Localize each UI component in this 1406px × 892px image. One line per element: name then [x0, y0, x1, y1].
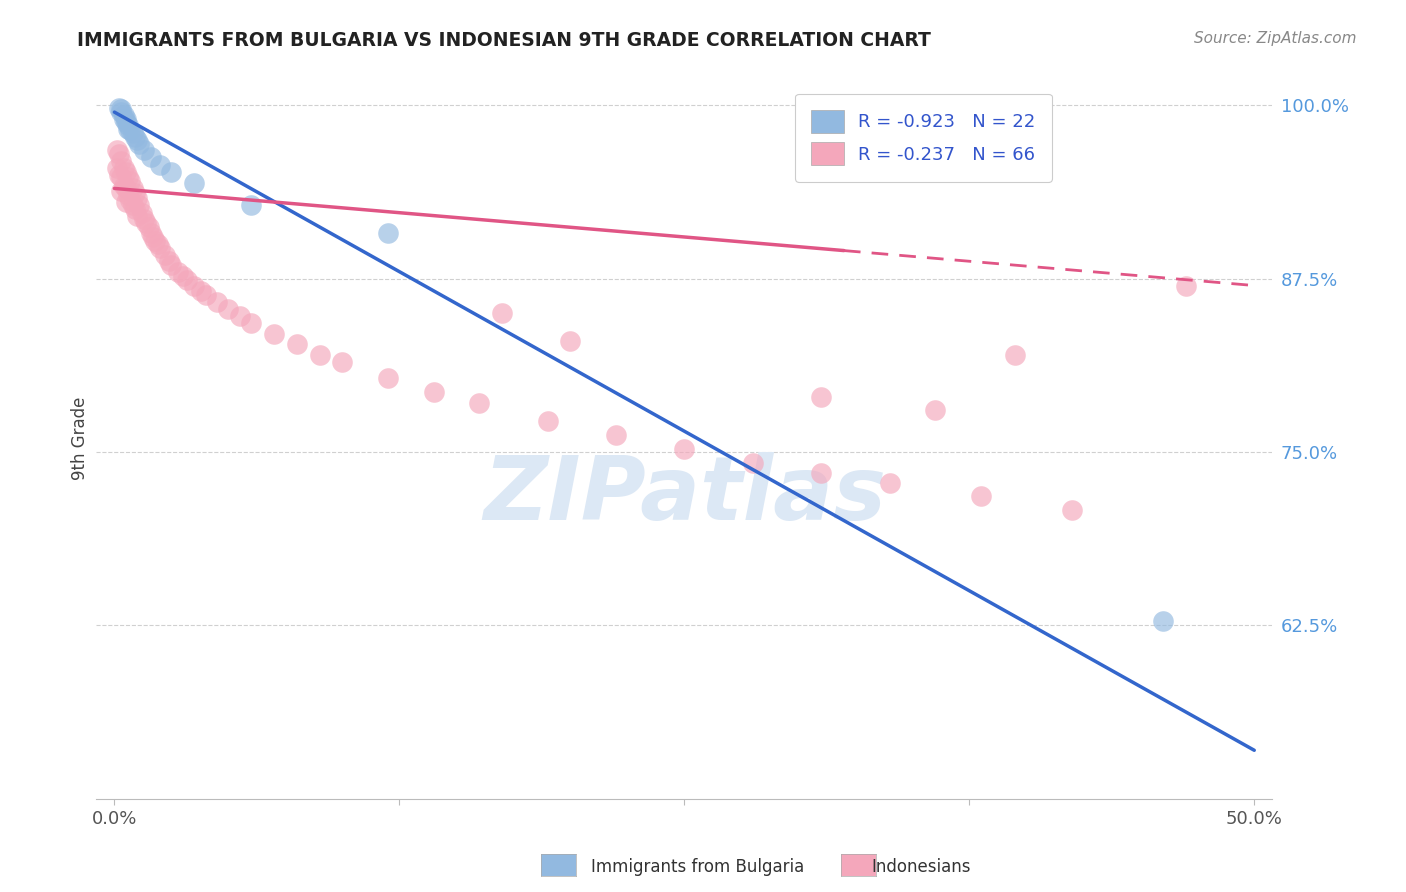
- Point: [117, 121, 139, 136]
- Point: [1152, 614, 1174, 628]
- Point: [110, 184, 132, 198]
- Point: [229, 309, 252, 323]
- Point: [205, 295, 228, 310]
- Y-axis label: 9th Grade: 9th Grade: [72, 396, 89, 480]
- Text: IMMIGRANTS FROM BULGARIA VS INDONESIAN 9TH GRADE CORRELATION CHART: IMMIGRANTS FROM BULGARIA VS INDONESIAN 9…: [77, 31, 931, 50]
- Point: [121, 181, 143, 195]
- Point: [114, 112, 136, 126]
- Point: [142, 230, 165, 244]
- Point: [149, 158, 172, 172]
- Point: [110, 103, 132, 117]
- Point: [132, 211, 155, 226]
- Point: [132, 143, 155, 157]
- Point: [810, 390, 832, 404]
- Point: [121, 126, 143, 140]
- Point: [120, 123, 142, 137]
- Point: [138, 220, 160, 235]
- Point: [124, 202, 146, 217]
- Point: [139, 149, 162, 163]
- Point: [810, 466, 832, 480]
- Point: [377, 226, 399, 240]
- Point: [135, 216, 157, 230]
- Point: [120, 193, 142, 207]
- Point: [112, 112, 135, 126]
- Point: [127, 191, 149, 205]
- Point: [172, 268, 194, 283]
- Point: [128, 136, 150, 151]
- Point: [110, 170, 132, 185]
- Point: [263, 327, 285, 342]
- Point: [114, 195, 136, 210]
- Point: [285, 336, 308, 351]
- Point: [117, 118, 139, 132]
- Point: [308, 348, 330, 362]
- Point: [240, 198, 263, 212]
- Point: [112, 161, 135, 175]
- Text: Indonesians: Indonesians: [872, 858, 972, 876]
- Point: [124, 130, 146, 145]
- Point: [176, 273, 198, 287]
- Point: [110, 153, 132, 168]
- Point: [879, 475, 901, 490]
- Point: [121, 198, 143, 212]
- Point: [146, 236, 169, 251]
- Point: [332, 355, 354, 369]
- Point: [145, 234, 167, 248]
- Point: [560, 334, 582, 348]
- Point: [377, 371, 399, 385]
- Point: [120, 174, 142, 188]
- Point: [114, 115, 136, 129]
- Point: [183, 278, 205, 293]
- Point: [139, 226, 162, 240]
- Point: [190, 284, 212, 298]
- Point: [105, 161, 128, 175]
- Point: [127, 133, 149, 147]
- Point: [422, 385, 444, 400]
- Point: [127, 209, 149, 223]
- Point: [536, 415, 558, 429]
- Point: [128, 198, 150, 212]
- Point: [1004, 348, 1026, 362]
- Point: [924, 403, 946, 417]
- Point: [970, 490, 993, 504]
- Point: [124, 186, 146, 200]
- Point: [117, 170, 139, 185]
- Point: [114, 165, 136, 179]
- Point: [741, 456, 763, 470]
- Point: [468, 396, 491, 410]
- Point: [110, 105, 132, 120]
- Point: [112, 108, 135, 122]
- Point: [217, 302, 239, 317]
- Text: Source: ZipAtlas.com: Source: ZipAtlas.com: [1194, 31, 1357, 46]
- Point: [108, 146, 131, 161]
- Point: [131, 206, 153, 220]
- Text: ZIPatlas: ZIPatlas: [482, 452, 886, 540]
- Point: [153, 248, 176, 262]
- Text: Immigrants from Bulgaria: Immigrants from Bulgaria: [591, 858, 804, 876]
- Point: [240, 316, 263, 330]
- Point: [114, 181, 136, 195]
- Point: [108, 168, 131, 182]
- Point: [160, 165, 183, 179]
- Point: [605, 428, 627, 442]
- Legend: R = -0.923   N = 22, R = -0.237   N = 66: R = -0.923 N = 22, R = -0.237 N = 66: [794, 94, 1052, 182]
- Point: [105, 143, 128, 157]
- Point: [1060, 503, 1083, 517]
- Point: [157, 253, 180, 268]
- Point: [112, 178, 135, 193]
- Point: [194, 288, 217, 302]
- Point: [673, 442, 696, 457]
- Point: [167, 265, 190, 279]
- Point: [160, 258, 183, 272]
- Point: [149, 241, 172, 255]
- Point: [491, 306, 513, 320]
- Point: [117, 188, 139, 202]
- Point: [183, 176, 205, 190]
- Point: [108, 101, 131, 115]
- Point: [1174, 278, 1197, 293]
